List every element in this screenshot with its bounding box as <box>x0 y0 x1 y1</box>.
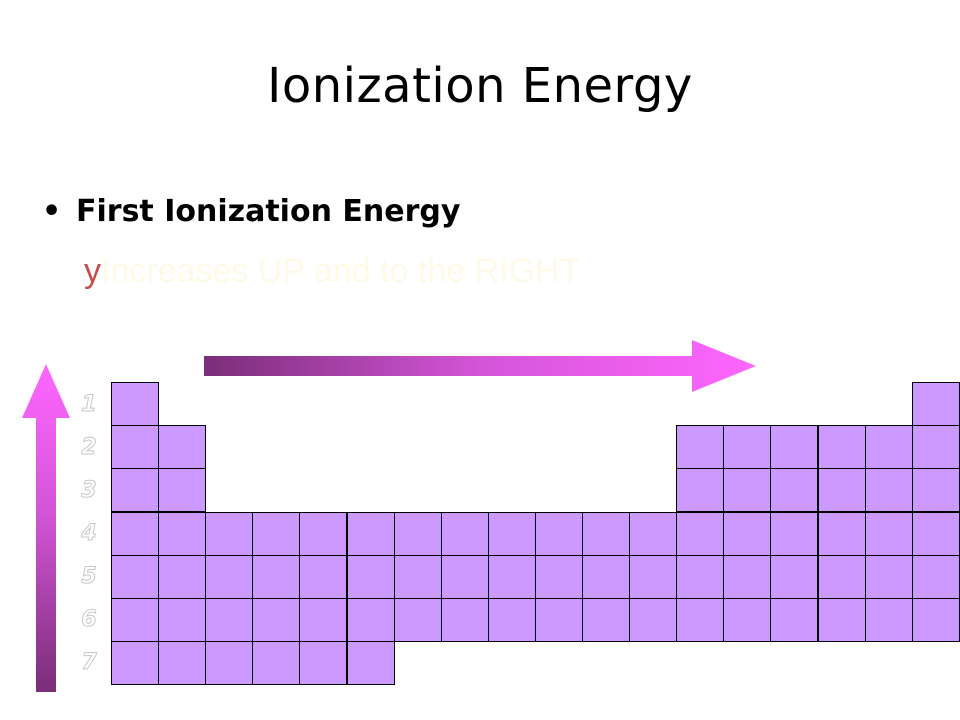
element-cell <box>252 641 300 685</box>
element-cell <box>111 468 159 512</box>
element-cell <box>676 468 724 512</box>
element-cell <box>535 598 583 642</box>
element-cell <box>535 555 583 599</box>
period-number-3: 3 <box>81 478 97 504</box>
right-trend-arrow <box>204 340 756 392</box>
right-arrow-shape <box>204 340 756 392</box>
element-cell <box>723 425 771 469</box>
slide-title: Ionization Energy <box>267 58 693 114</box>
element-cell <box>158 468 206 512</box>
sub-bullet-trend: yIncreases UP and to the RIGHT <box>84 252 580 291</box>
element-cell <box>629 512 677 556</box>
element-cell <box>205 641 253 685</box>
period-number-7: 7 <box>81 650 97 676</box>
element-cell <box>723 598 771 642</box>
up-arrow-shape <box>22 364 70 692</box>
element-cell <box>441 598 489 642</box>
element-cell <box>770 468 818 512</box>
element-cell <box>252 598 300 642</box>
element-cell <box>111 641 159 685</box>
period-number-1: 1 <box>81 392 97 418</box>
element-cell <box>158 425 206 469</box>
element-cell <box>865 512 913 556</box>
element-cell <box>441 555 489 599</box>
element-cell <box>205 598 253 642</box>
element-cell <box>111 555 159 599</box>
element-cell <box>723 555 771 599</box>
element-cell <box>770 512 818 556</box>
period-numbers: 1 2 3 4 5 6 7 <box>76 383 102 684</box>
element-cell <box>535 512 583 556</box>
element-cell <box>723 512 771 556</box>
bullet-first-ionization: • First Ionization Energy <box>42 194 460 229</box>
element-cell <box>205 512 253 556</box>
element-cell <box>111 598 159 642</box>
element-cell <box>111 512 159 556</box>
element-cell <box>111 425 159 469</box>
element-cell <box>394 598 442 642</box>
element-cell <box>912 555 960 599</box>
element-cell <box>912 382 960 426</box>
element-cell <box>347 598 395 642</box>
element-cell <box>299 641 347 685</box>
element-cell <box>676 598 724 642</box>
element-cell <box>676 425 724 469</box>
element-cell <box>865 555 913 599</box>
element-cell <box>347 555 395 599</box>
period-number-4: 4 <box>81 521 97 547</box>
element-cell <box>770 425 818 469</box>
period-number-5: 5 <box>81 564 97 590</box>
element-cell <box>912 512 960 556</box>
element-cell <box>818 512 866 556</box>
element-cell <box>158 555 206 599</box>
element-cell <box>770 598 818 642</box>
element-cell <box>723 468 771 512</box>
element-cell <box>299 598 347 642</box>
sub-bullet-marker: y <box>84 252 101 290</box>
element-cell <box>347 641 395 685</box>
sub-bullet-text: Increases UP and to the RIGHT <box>101 252 581 290</box>
element-cell <box>488 512 536 556</box>
element-cell <box>394 555 442 599</box>
element-cell <box>818 598 866 642</box>
element-cell <box>299 555 347 599</box>
element-cell <box>488 555 536 599</box>
bullet-text: First Ionization Energy <box>76 194 461 229</box>
up-trend-arrow <box>22 364 70 692</box>
element-cell <box>394 512 442 556</box>
element-cell <box>299 512 347 556</box>
element-cell <box>441 512 489 556</box>
element-cell <box>111 382 159 426</box>
element-cell <box>488 598 536 642</box>
period-number-2: 2 <box>81 435 97 461</box>
bullet-dot: • <box>42 194 62 229</box>
element-cell <box>912 598 960 642</box>
element-cell <box>676 512 724 556</box>
element-cell <box>865 468 913 512</box>
element-cell <box>912 468 960 512</box>
element-cell <box>770 555 818 599</box>
element-cell <box>629 555 677 599</box>
element-cell <box>818 425 866 469</box>
element-cell <box>205 555 253 599</box>
element-cell <box>158 641 206 685</box>
element-cell <box>582 555 630 599</box>
element-cell <box>818 555 866 599</box>
element-cell <box>158 512 206 556</box>
element-cell <box>582 598 630 642</box>
element-cell <box>582 512 630 556</box>
element-cell <box>676 555 724 599</box>
element-cell <box>818 468 866 512</box>
element-cell <box>252 512 300 556</box>
element-cell <box>252 555 300 599</box>
element-cell <box>912 425 960 469</box>
element-cell <box>158 598 206 642</box>
period-number-6: 6 <box>81 607 97 633</box>
element-cell <box>347 512 395 556</box>
element-cell <box>865 425 913 469</box>
element-cell <box>865 598 913 642</box>
element-cell <box>629 598 677 642</box>
